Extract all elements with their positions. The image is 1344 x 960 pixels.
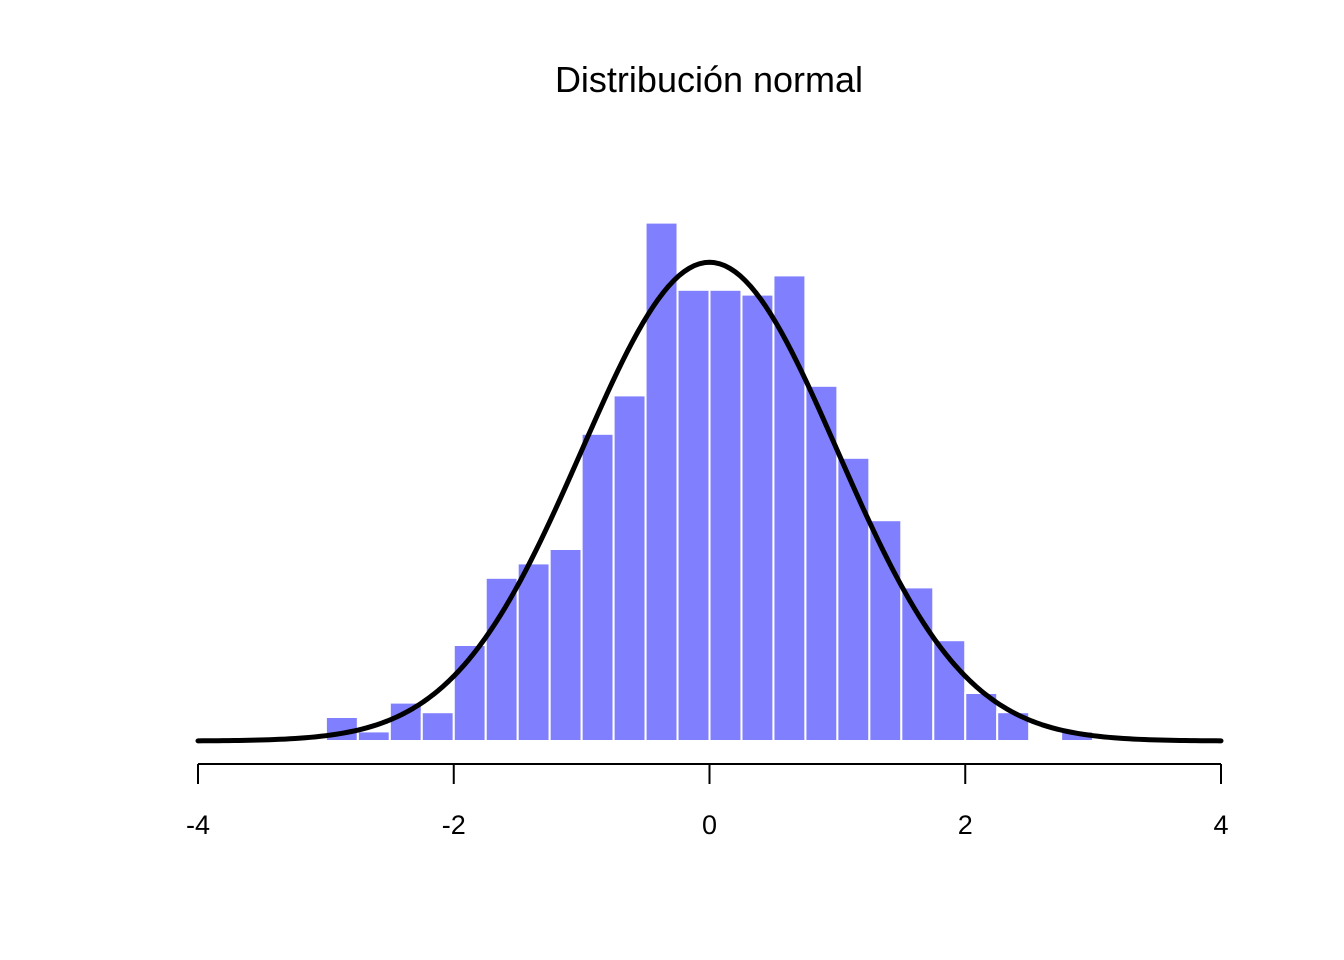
histogram-bar-16 (836, 456, 871, 742)
chart-title: Distribución normal (555, 59, 863, 100)
histogram-bar-9 (612, 394, 647, 742)
x-tick-label-3: 2 (958, 810, 973, 840)
histogram-bar-8 (580, 432, 615, 742)
histogram-bars (324, 221, 1095, 743)
x-tick-label-4: 4 (1213, 810, 1228, 840)
x-axis-ticks: -4 -2 0 2 4 (186, 764, 1229, 840)
histogram-bar-7 (548, 548, 583, 742)
histogram-bar-3 (420, 711, 455, 743)
normal-density-curve (195, 259, 1224, 744)
x-tick-label-1: -2 (442, 810, 466, 840)
histogram-bar-12 (708, 288, 743, 742)
histogram-bar-1 (356, 730, 391, 743)
histogram-bar-13 (740, 293, 775, 742)
histogram-bar-10 (644, 221, 679, 743)
histogram-bar-15 (804, 384, 839, 742)
histogram-bar-5 (484, 576, 519, 742)
x-tick-label-2: 0 (702, 810, 717, 840)
x-tick-label-0: -4 (186, 810, 210, 840)
histogram-bar-6 (516, 562, 551, 743)
x-axis: -4 -2 0 2 4 (186, 763, 1229, 840)
histogram-bar-11 (676, 288, 711, 742)
